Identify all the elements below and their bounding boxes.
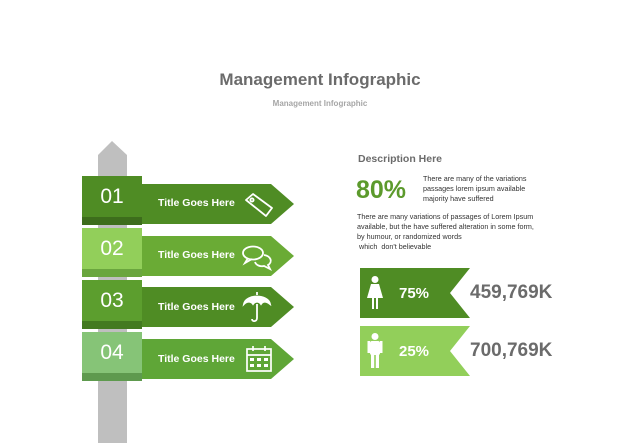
stat-banner-2 [360,326,470,376]
description-heading: Description Here [358,153,443,165]
number-box-1 [82,176,142,217]
percent-text: There are many of the variations passage… [423,174,527,203]
description-paragraph: There are many variations of passages of… [357,212,534,251]
step-number-1: 01 [100,185,124,208]
calendar-icon [246,346,272,372]
number-box-4 [82,332,142,373]
stat-value-2: 700,769K [470,340,553,361]
step-title-4: Title Goes Here [158,353,235,365]
description-percent: 80% [356,176,407,204]
number-box-2 [82,228,142,269]
stat-banner-1 [360,268,470,318]
tag-icon [245,193,273,217]
step-title-2: Title Goes Here [158,249,235,261]
chat-bubbles-icon [242,245,273,272]
number-box-3 [82,280,142,321]
page-title: Management Infographic [219,70,421,89]
step-number-4: 04 [100,341,124,364]
step-arrow-1 [120,184,294,224]
step-title-3: Title Goes Here [158,301,235,313]
step-number-2: 02 [100,237,124,260]
step-number-3: 03 [100,289,124,312]
stat-percent-1: 75% [399,285,430,302]
male-person-icon [367,333,383,368]
umbrella-icon [242,292,272,323]
step-title-1: Title Goes Here [158,197,235,209]
stat-percent-2: 25% [399,343,430,360]
page-subtitle: Management Infographic [272,99,368,108]
stat-value-1: 459,769K [470,282,553,303]
female-person-icon [367,276,383,309]
